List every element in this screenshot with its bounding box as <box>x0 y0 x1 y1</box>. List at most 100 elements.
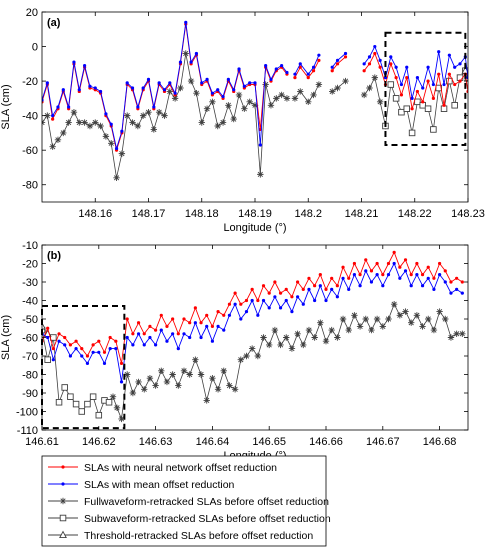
data-point <box>199 321 203 325</box>
data-point <box>216 324 220 328</box>
data-point <box>387 81 395 88</box>
data-point <box>408 129 416 137</box>
data-point <box>426 265 430 269</box>
data-point <box>248 81 252 85</box>
data-point <box>102 133 110 140</box>
data-point <box>415 273 419 277</box>
data-point <box>108 140 115 147</box>
data-point <box>403 258 408 262</box>
data-point <box>258 143 262 147</box>
y-tick-label: -70 <box>22 351 38 363</box>
series-2 <box>42 261 464 384</box>
data-point <box>182 332 186 336</box>
data-point <box>347 276 351 280</box>
data-point <box>254 352 262 360</box>
data-point <box>330 287 334 291</box>
data-point <box>93 86 97 90</box>
data-point <box>169 371 176 378</box>
data-point <box>392 95 400 102</box>
series-2 <box>42 20 468 151</box>
data-point <box>402 308 409 315</box>
data-point <box>392 261 396 266</box>
data-point <box>108 335 112 340</box>
data-point <box>114 146 119 151</box>
data-point <box>376 98 384 106</box>
data-point <box>192 356 199 363</box>
data-point <box>67 393 74 400</box>
data-point <box>405 65 409 69</box>
data-point <box>80 347 84 351</box>
data-point <box>403 269 408 273</box>
data-point <box>46 326 50 330</box>
data-point <box>386 261 391 266</box>
data-point <box>131 332 135 336</box>
data-point <box>341 276 345 280</box>
data-point <box>311 65 316 69</box>
legend-entry: Fullwaveform-retracked SLAs before offse… <box>48 496 329 508</box>
data-point <box>425 315 432 323</box>
data-point <box>284 298 288 303</box>
data-point <box>209 98 216 106</box>
data-point <box>371 74 379 81</box>
data-point <box>182 50 189 57</box>
data-point <box>145 108 152 116</box>
x-tick-label: 146.67 <box>366 436 400 448</box>
data-point <box>334 334 341 341</box>
data-point <box>251 102 259 109</box>
x-tick-label: 148.19 <box>238 208 272 220</box>
series-4 <box>42 326 113 419</box>
data-point <box>364 258 368 262</box>
data-point <box>244 298 249 303</box>
data-point <box>432 276 436 280</box>
data-point <box>274 67 278 71</box>
data-point <box>125 81 129 85</box>
data-point <box>248 345 256 352</box>
legend-swatch-marker <box>59 514 67 522</box>
data-point <box>155 108 163 116</box>
data-point <box>209 375 216 382</box>
data-point <box>186 371 193 378</box>
data-point <box>176 347 180 351</box>
data-point <box>273 280 277 284</box>
data-point <box>239 302 243 306</box>
data-point <box>442 315 449 323</box>
data-point <box>171 95 179 102</box>
data-point <box>152 382 159 389</box>
data-point <box>260 334 267 341</box>
data-point <box>343 55 348 59</box>
data-point <box>203 105 211 112</box>
data-point <box>293 72 297 76</box>
data-point <box>362 62 366 66</box>
data-point <box>399 82 404 87</box>
y-tick-label: -100 <box>16 407 38 419</box>
data-point <box>301 287 305 291</box>
data-point <box>67 105 71 109</box>
data-point <box>184 20 188 24</box>
data-point <box>176 332 180 336</box>
data-point <box>421 100 425 104</box>
data-point <box>118 415 125 423</box>
data-point <box>369 269 374 273</box>
data-point <box>360 91 368 99</box>
data-point <box>187 77 195 85</box>
panel-a: 148.16 148.17 148.18 148.19 148.2 148.21 148.2… <box>0 7 485 234</box>
data-point <box>386 273 391 277</box>
data-point <box>61 88 65 92</box>
data-point <box>253 81 257 85</box>
data-point <box>398 108 405 116</box>
data-point <box>378 58 382 62</box>
data-point <box>296 295 300 299</box>
data-point <box>141 386 148 393</box>
data-point <box>216 310 220 314</box>
data-point <box>193 89 200 97</box>
data-point <box>166 88 173 95</box>
y-tick-label: -110 <box>17 425 38 437</box>
data-point <box>311 69 316 73</box>
data-point <box>210 324 214 328</box>
y-tick-label: -20 <box>22 76 38 88</box>
x-tick-label: 148.17 <box>132 208 166 220</box>
data-point <box>141 86 145 90</box>
data-point <box>194 51 199 56</box>
data-point <box>431 82 435 87</box>
data-point <box>278 91 285 99</box>
